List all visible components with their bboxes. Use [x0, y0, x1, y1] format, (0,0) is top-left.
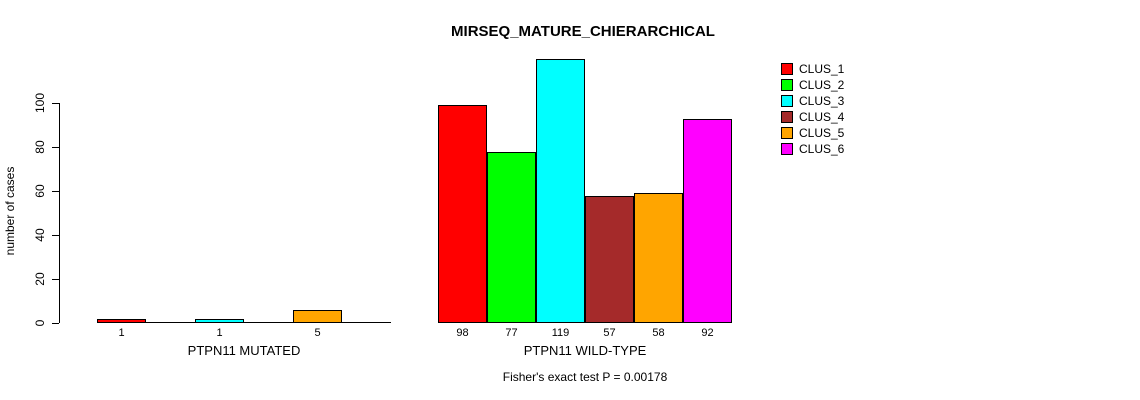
- y-axis-tick-label: 20: [33, 272, 47, 286]
- legend-label: CLUS_4: [799, 110, 845, 124]
- bar-clus_2-group2: [487, 152, 536, 323]
- bar-clus_3-group2: [536, 59, 585, 323]
- bar-value-label: 5: [314, 327, 321, 339]
- legend-item-clus_4: CLUS_4: [781, 109, 844, 125]
- bar-value-label: 77: [505, 327, 518, 339]
- bar-value-label: 57: [603, 327, 616, 339]
- y-axis-title: number of cases: [3, 166, 17, 256]
- legend-color-swatch: [781, 95, 793, 107]
- y-axis-tick-label: 0: [33, 319, 47, 327]
- fisher-test-annotation: Fisher's exact test P = 0.00178: [502, 370, 668, 384]
- legend-item-clus_5: CLUS_5: [781, 125, 844, 141]
- bar-value-label: 58: [652, 327, 665, 339]
- legend-label: CLUS_6: [799, 142, 845, 156]
- y-axis-tick-label: 60: [33, 184, 47, 198]
- bar-value-label: 92: [701, 327, 714, 339]
- y-axis-tick: [52, 103, 59, 104]
- y-axis-line: [59, 103, 60, 323]
- legend-color-swatch: [781, 143, 793, 155]
- y-axis-tick: [52, 279, 59, 280]
- legend-label: CLUS_3: [799, 94, 845, 108]
- legend-label: CLUS_2: [799, 78, 845, 92]
- y-axis-tick: [52, 235, 59, 236]
- bar-value-label: 119: [551, 327, 570, 339]
- bar-value-label: 1: [216, 327, 223, 339]
- bar-clus_5-group2: [634, 193, 683, 323]
- y-axis-tick: [52, 323, 59, 324]
- legend-item-clus_3: CLUS_3: [781, 93, 844, 109]
- legend-label: CLUS_5: [799, 126, 845, 140]
- y-axis-tick-label: 80: [33, 140, 47, 154]
- legend-color-swatch: [781, 127, 793, 139]
- chart-title: MIRSEQ_MATURE_CHIERARCHICAL: [451, 23, 715, 40]
- bar-clus_1-group2: [438, 105, 487, 323]
- group-label-ptpn11-mutated: PTPN11 MUTATED: [187, 343, 301, 358]
- y-axis-tick-label: 40: [33, 228, 47, 242]
- bar-clus_6-group2: [683, 119, 732, 323]
- legend: CLUS_1 CLUS_2 CLUS_3 CLUS_4 CLUS_5 CLUS_6: [781, 61, 844, 157]
- legend-item-clus_2: CLUS_2: [781, 77, 844, 93]
- legend-color-swatch: [781, 111, 793, 123]
- group-label-ptpn11-wild-type: PTPN11 WILD-TYPE: [523, 343, 647, 358]
- x-axis-baseline: [97, 322, 391, 323]
- y-axis-tick: [52, 191, 59, 192]
- bar-clus_3-group1: [195, 319, 244, 323]
- legend-item-clus_6: CLUS_6: [781, 141, 844, 157]
- bar-clus_1-group1: [97, 319, 146, 323]
- bar-value-label: 1: [118, 327, 125, 339]
- legend-color-swatch: [781, 79, 793, 91]
- y-axis-tick-label: 100: [33, 92, 47, 114]
- bar-clus_5-group1: [293, 310, 342, 323]
- bar-value-label: 98: [456, 327, 469, 339]
- bar-clus_4-group2: [585, 196, 634, 323]
- y-axis-tick: [52, 147, 59, 148]
- legend-color-swatch: [781, 63, 793, 75]
- legend-item-clus_1: CLUS_1: [781, 61, 844, 77]
- legend-label: CLUS_1: [799, 62, 845, 76]
